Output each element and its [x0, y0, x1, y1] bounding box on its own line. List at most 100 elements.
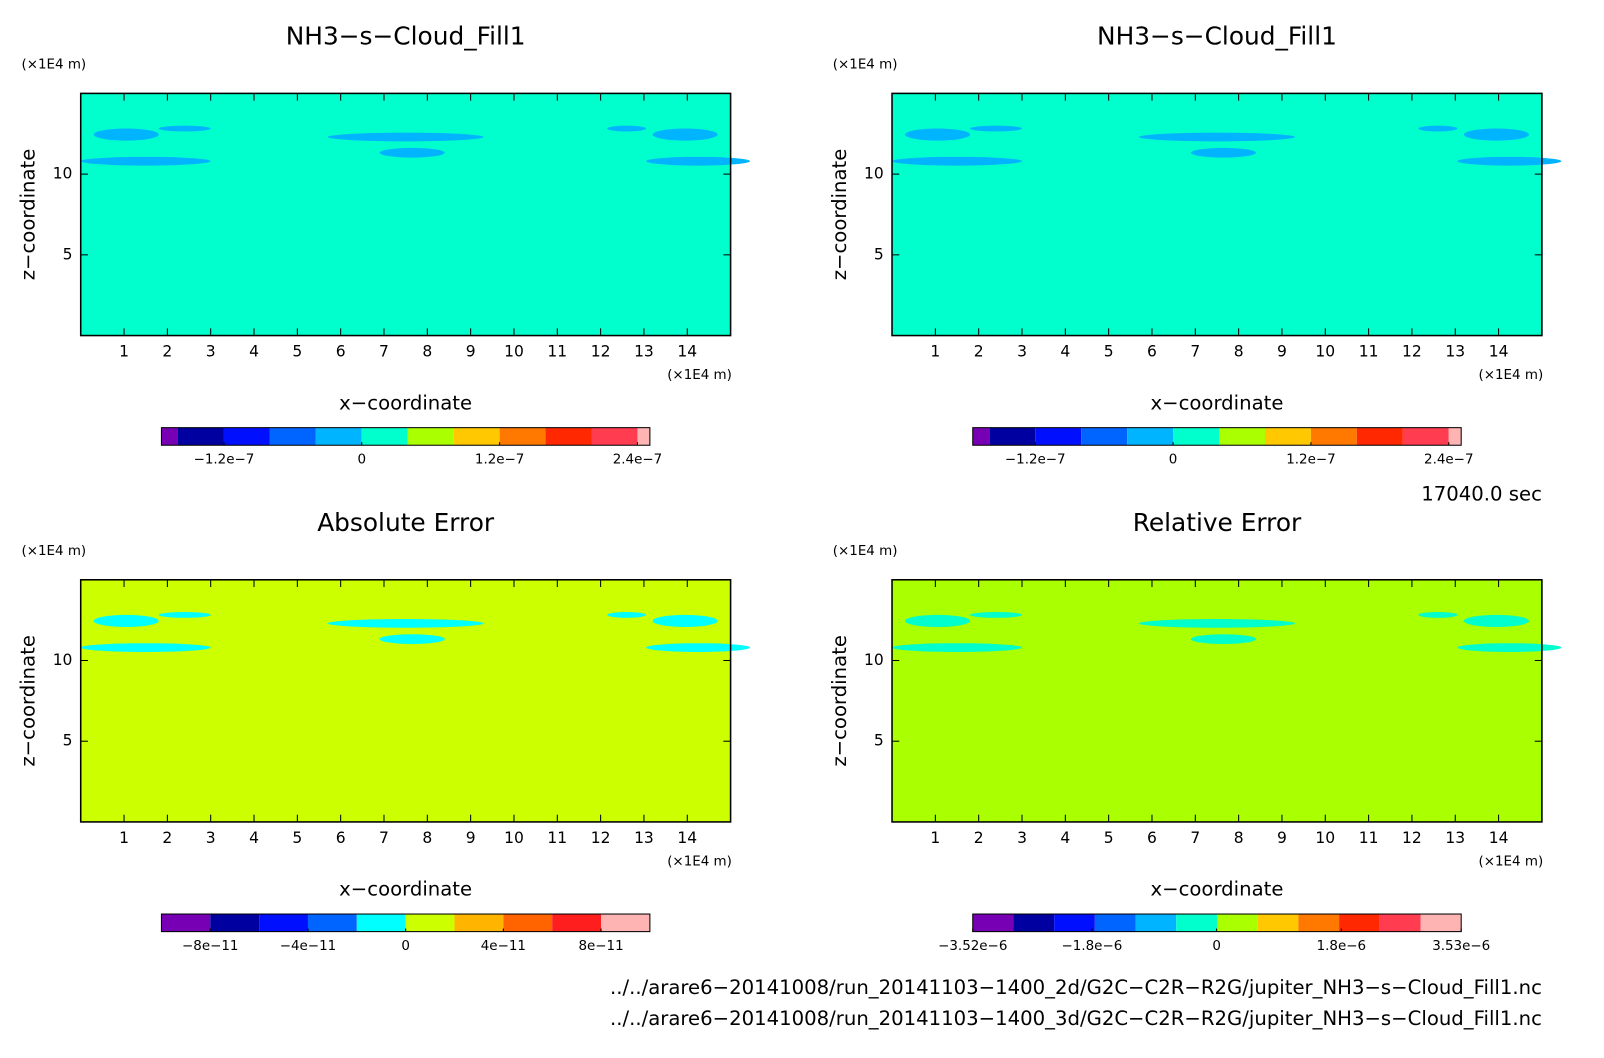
x-axis-label: x−coordinate: [339, 391, 472, 414]
colorbar-box: [161, 914, 211, 932]
colorbar-extension: [1448, 427, 1462, 446]
x-tick-label: 14: [1489, 829, 1509, 847]
x-axis-label: x−coordinate: [339, 878, 472, 901]
colorbar-extension: [972, 427, 990, 446]
x-unit: (×1E4 m): [667, 854, 732, 869]
colorbar-box: [269, 427, 316, 446]
x-tick-label: 1: [930, 829, 940, 847]
x-tick-label: 2: [162, 829, 172, 847]
x-tick-label: 3: [1017, 343, 1027, 361]
x-tick-label: 7: [379, 829, 389, 847]
contour-feature: [1138, 132, 1295, 142]
colorbar-box: [545, 427, 592, 446]
x-tick-label: 3: [206, 829, 216, 847]
x-tick-label: 14: [677, 829, 697, 847]
x-unit: (×1E4 m): [667, 368, 732, 383]
colorbar-tick-label: 2.4e−7: [613, 453, 662, 468]
colorbar-box: [601, 914, 650, 932]
y-tick-label: 10: [864, 651, 884, 669]
contour-feature: [905, 128, 971, 141]
contour-feature: [327, 619, 484, 628]
x-tick-label: 13: [1445, 343, 1465, 361]
x-tick-label: 8: [422, 343, 432, 361]
x-tick-label: 9: [466, 343, 476, 361]
x-tick-label: 10: [1315, 829, 1335, 847]
contour-feature: [93, 128, 159, 141]
time-label: 17040.0 sec: [1421, 482, 1542, 505]
colorbar-box: [1176, 914, 1217, 932]
colorbar-box: [1402, 427, 1449, 446]
colorbar-tick-label: 0: [401, 939, 410, 954]
contour-feature: [1463, 128, 1529, 141]
colorbar-box: [1054, 914, 1095, 932]
colorbar-tick-label: −3.52e−6: [938, 939, 1007, 954]
contour-feature: [379, 147, 445, 158]
x-tick-label: 12: [591, 343, 611, 361]
colorbar-tick-label: −1.2e−7: [1005, 453, 1066, 468]
contour-feature: [80, 156, 211, 166]
y-tick-label: 10: [864, 165, 884, 183]
contour-feature: [80, 643, 211, 652]
x-tick-label: 3: [206, 343, 216, 361]
colorbar-box: [454, 914, 504, 932]
y-axis-label: z−coordinate: [828, 149, 851, 281]
x-tick-label: 7: [1190, 829, 1200, 847]
y-tick-label: 5: [874, 732, 884, 750]
x-tick-label: 1: [119, 343, 129, 361]
colorbar-box: [1219, 427, 1265, 446]
y-tick-label: 5: [874, 245, 884, 263]
plot-frame: [79, 579, 732, 823]
y-axis-label: z−coordinate: [16, 635, 39, 767]
colorbar-tick-label: −8e−11: [182, 939, 238, 954]
contour-feature: [379, 634, 445, 644]
colorbar-box: [223, 427, 270, 446]
x-tick-label: 9: [466, 829, 476, 847]
colorbar-box: [407, 427, 454, 446]
contour-feature: [646, 156, 751, 166]
chart-title: Relative Error: [1133, 508, 1302, 537]
x-tick-label: 14: [677, 343, 697, 361]
colorbar-box: [499, 427, 546, 446]
colorbar-extension: [161, 427, 178, 446]
contour-feature: [607, 125, 647, 132]
colorbar-box: [1257, 914, 1299, 932]
colorbar-box: [177, 427, 224, 446]
colorbar-tick-label: 8e−11: [578, 939, 623, 954]
x-tick-label: 5: [292, 829, 302, 847]
y-axis-label: z−coordinate: [828, 635, 851, 767]
colorbar-box: [315, 427, 362, 446]
colorbar-tick-label: 1.8e−6: [1317, 939, 1366, 954]
y-unit: (×1E4 m): [833, 544, 898, 559]
colorbar-box: [1035, 427, 1082, 446]
colorbar-tick-label: 4e−11: [481, 939, 526, 954]
file-path: ../../arare6−20141008/run_20141103−1400_…: [610, 1007, 1542, 1030]
x-tick-label: 6: [336, 343, 346, 361]
contour-feature: [892, 643, 1023, 652]
y-unit: (×1E4 m): [21, 57, 86, 72]
x-tick-label: 4: [249, 829, 259, 847]
y-tick-label: 10: [53, 165, 73, 183]
colorbar-extension: [637, 427, 650, 446]
x-tick-label: 1: [119, 829, 129, 847]
x-tick-label: 5: [1104, 829, 1114, 847]
colorbar-box: [972, 914, 1014, 932]
contour-feature: [1138, 619, 1295, 628]
colorbar-box: [1420, 914, 1462, 932]
colorbar-tick-label: −4e−11: [280, 939, 336, 954]
x-tick-label: 9: [1277, 829, 1287, 847]
contour-feature: [327, 132, 484, 142]
colorbar-box: [1081, 427, 1128, 446]
colorbar-box: [552, 914, 602, 932]
x-tick-label: 2: [974, 829, 984, 847]
x-tick-label: 13: [634, 829, 654, 847]
y-tick-label: 10: [53, 651, 73, 669]
y-unit: (×1E4 m): [21, 544, 86, 559]
x-tick-label: 6: [1147, 343, 1157, 361]
x-tick-label: 12: [1402, 829, 1422, 847]
x-tick-label: 13: [634, 343, 654, 361]
x-tick-label: 6: [1147, 829, 1157, 847]
x-tick-label: 1: [930, 343, 940, 361]
colorbar-box: [210, 914, 260, 932]
